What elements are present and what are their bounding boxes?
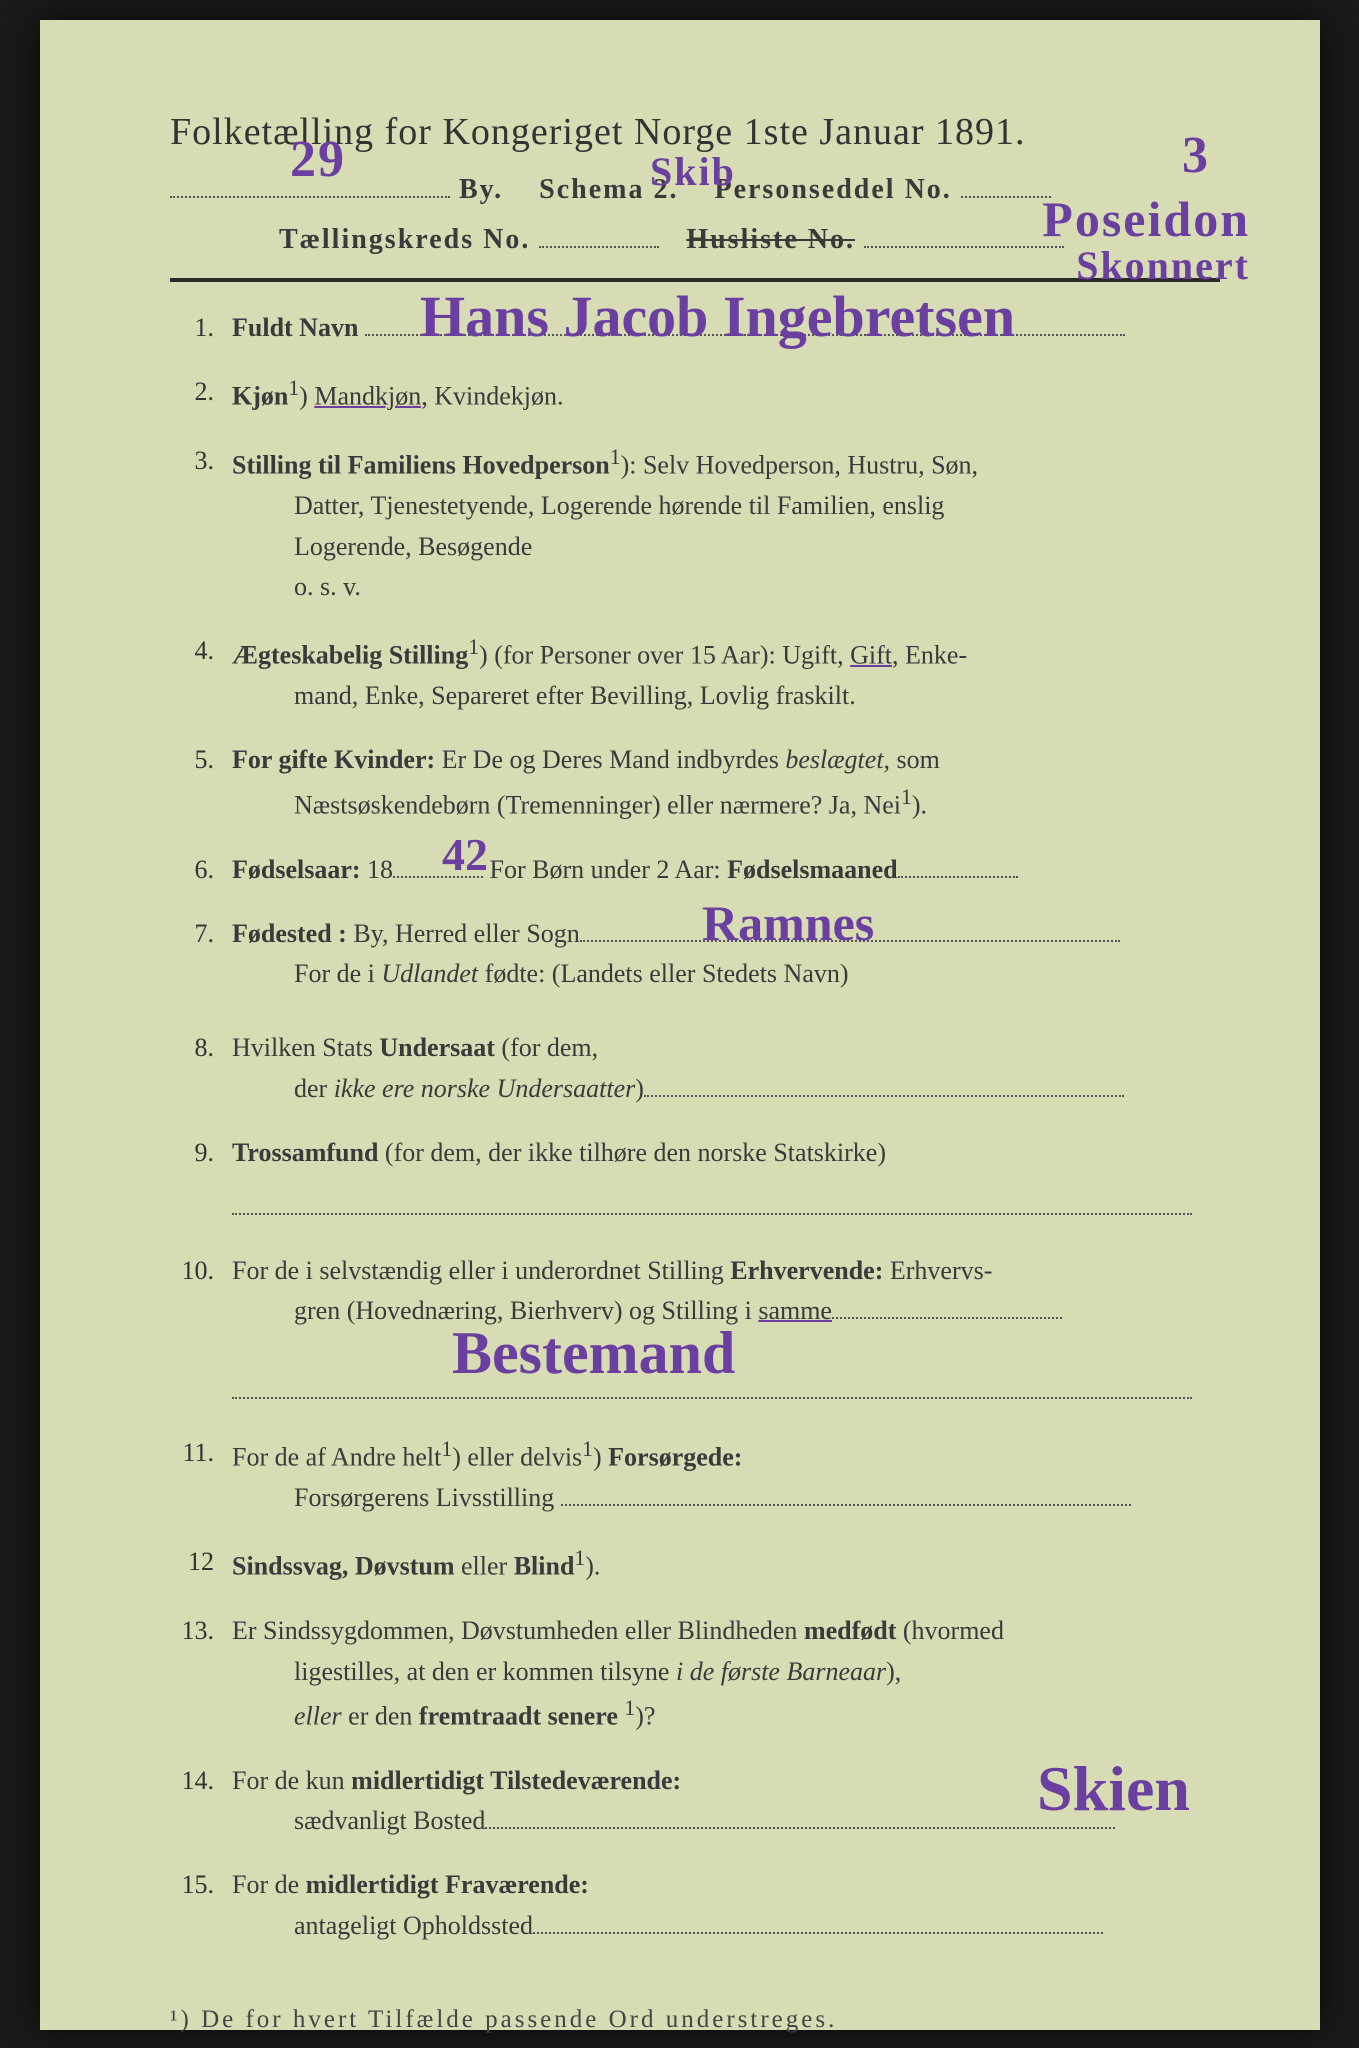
item-number: 3. [170,441,232,607]
census-form-page: Folketælling for Kongeriget Norge 1ste J… [40,20,1320,2030]
item-2: 2. Kjøn1) Mandkjøn, Kvindekjøn. [170,372,1220,417]
item-number: 6. [170,850,232,890]
header-line-2: Tællingskreds No. Husliste No. Poseidon … [170,220,1220,256]
item-number: 13. [170,1611,232,1737]
item-11: 11. For de af Andre helt1) eller delvis1… [170,1433,1220,1518]
item-12: 12 Sindssvag, Døvstum eller Blind1). [170,1542,1220,1587]
item-number: 1. [170,308,232,348]
item-13: 13. Er Sindssygdommen, Døvstumheden elle… [170,1611,1220,1737]
gifte-kvinder-label: For gifte Kvinder: [232,745,435,774]
item-number: 7. [170,914,232,995]
footnote: ¹) De for hvert Tilfælde passende Ord un… [170,2006,1220,2034]
item-8: 8. Hvilken Stats Undersaat (for dem, der… [170,1028,1220,1109]
item-number: 14. [170,1761,232,1842]
item-number: 2. [170,372,232,417]
item-number: 11. [170,1433,232,1518]
item-1: 1. Fuldt Navn Hans Jacob Ingebretsen [170,308,1220,348]
item-4: 4. Ægteskabelig Stilling1) (for Personer… [170,631,1220,716]
aegteskab-label: Ægteskabelig Stilling [232,641,468,670]
item-number: 12 [170,1542,232,1587]
item-number: 15. [170,1865,232,1946]
item-14: 14. For de kun midlertidigt Tilstedevære… [170,1761,1220,1842]
item-5: 5. For gifte Kvinder: Er De og Deres Man… [170,740,1220,825]
item-10: 10. For de i selvstændig eller i underor… [170,1251,1220,1399]
fodselsaar-label: Fødselsaar: [232,855,361,884]
schema-label: Schema 2. [539,174,678,205]
personseddel-label: Personseddel No. [714,174,951,205]
item-6: 6. Fødselsaar: 18 For Børn under 2 Aar: … [170,850,1220,890]
header-line-1: By. Schema 2. Personseddel No. 29 Skib 3 [170,170,1220,206]
item-number: 5. [170,740,232,825]
fuldt-navn-label: Fuldt Navn [232,313,358,342]
item-7: 7. Fødested : By, Herred eller Sogn For … [170,914,1220,995]
item-3: 3. Stilling til Familiens Hovedperson1):… [170,441,1220,607]
divider-rule [170,278,1220,282]
husliste-label: Husliste No. [686,224,855,255]
stilling-label: Stilling til Familiens Hovedperson [232,451,610,480]
item-15: 15. For de midlertidigt Fraværende: anta… [170,1865,1220,1946]
erhverv-value: Bestemand [452,1323,735,1383]
item-number: 10. [170,1251,232,1399]
item-number: 4. [170,631,232,716]
fodested-label: Fødested : [232,919,347,948]
kjon-label: Kjøn [232,382,288,411]
item-number: 8. [170,1028,232,1109]
by-label: By. [459,174,503,205]
item-9: 9. Trossamfund (for dem, der ikke tilhør… [170,1133,1220,1227]
item-number: 9. [170,1133,232,1227]
form-items: 1. Fuldt Navn Hans Jacob Ingebretsen 2. … [170,308,1220,1946]
kjon-text: Mandkjøn, [314,382,427,411]
trossamfund-label: Trossamfund [232,1138,378,1167]
form-title: Folketælling for Kongeriget Norge 1ste J… [170,110,1220,154]
kreds-label: Tællingskreds No. [279,224,530,255]
